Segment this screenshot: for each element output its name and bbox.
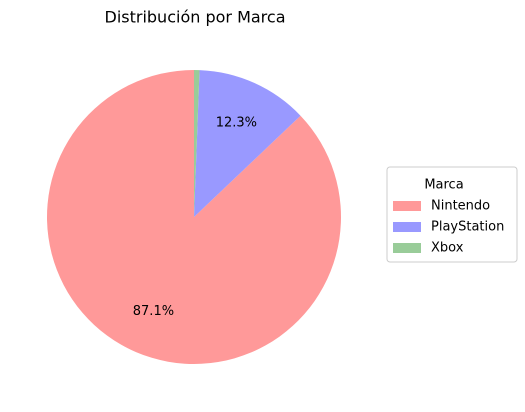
legend-swatch	[393, 222, 421, 232]
pie-slice	[194, 70, 200, 217]
legend-label: PlayStation	[431, 220, 504, 235]
chart-title: Distribución por Marca	[105, 8, 286, 27]
pie-slice	[47, 70, 342, 365]
slice-label: 87.1%	[133, 304, 174, 319]
pie-slice	[194, 70, 301, 217]
legend-label: Xbox	[431, 241, 464, 256]
legend-swatch	[393, 243, 421, 253]
slice-label: 12.3%	[216, 116, 257, 131]
legend-box	[386, 166, 518, 263]
legend-swatch	[393, 201, 421, 211]
legend-label: Nintendo	[431, 199, 490, 214]
legend-title: Marca	[424, 178, 463, 193]
